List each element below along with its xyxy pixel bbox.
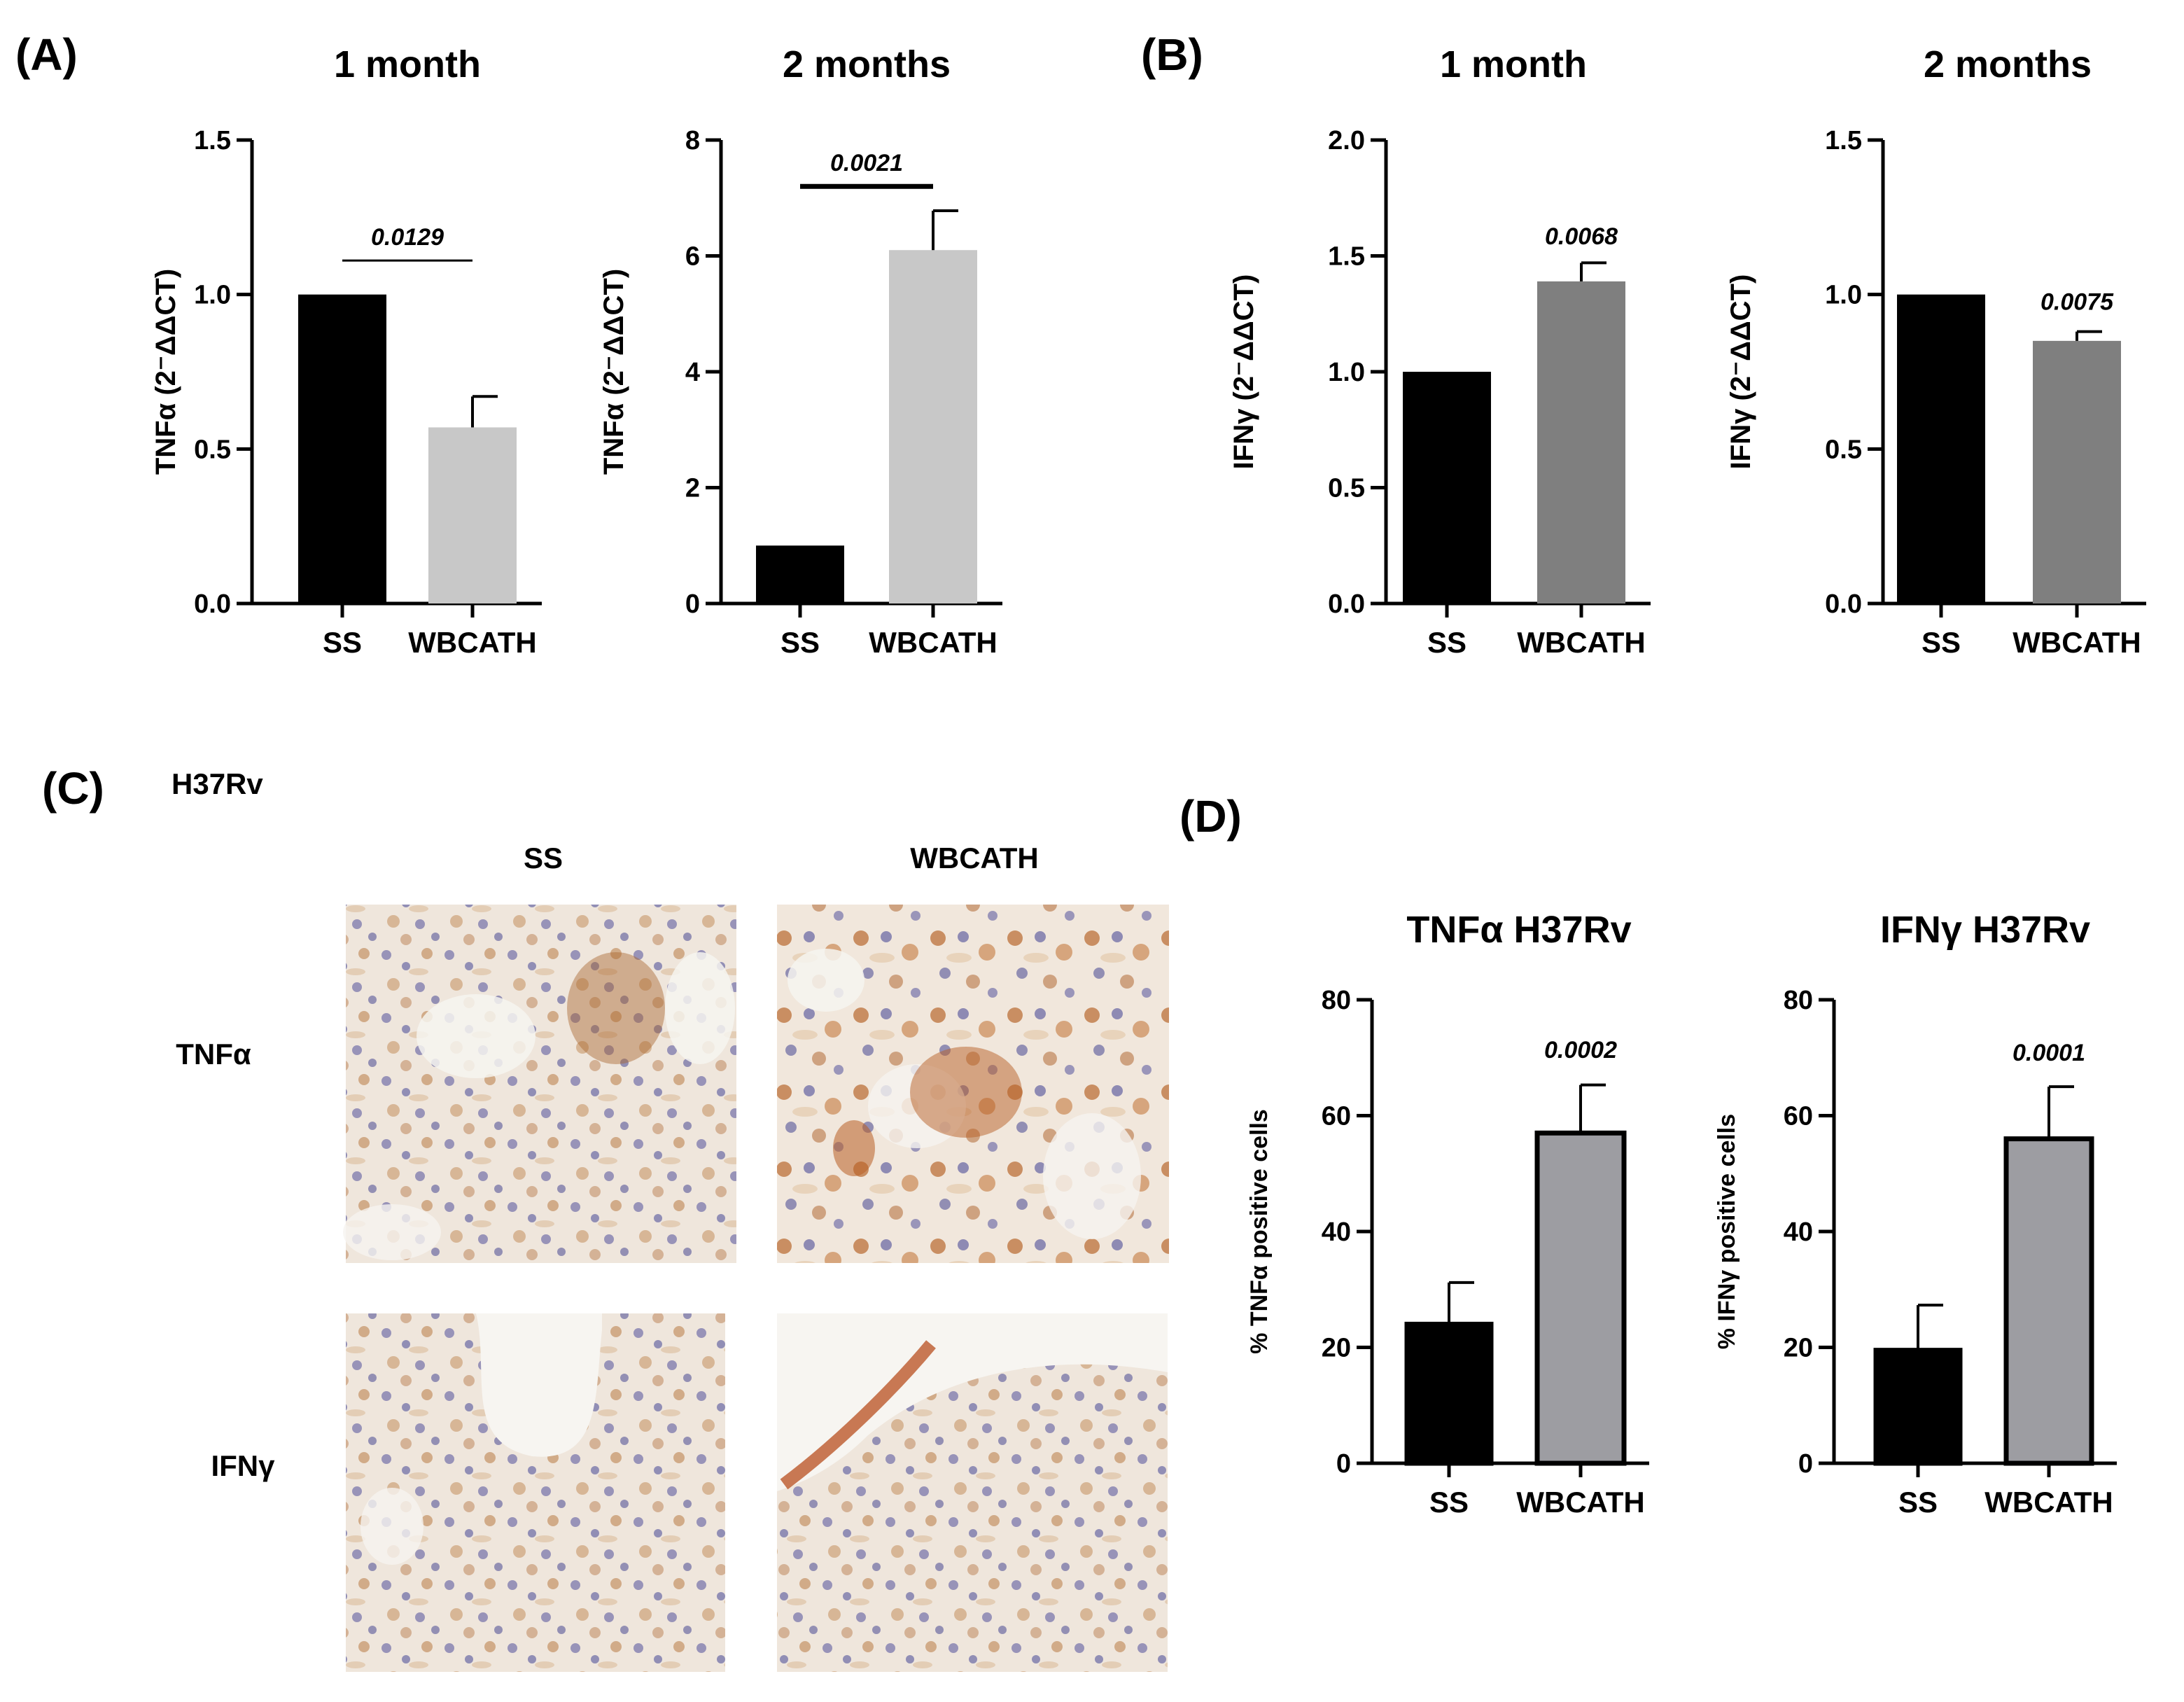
chart-d2-title: IFNγ H37Rv — [1880, 909, 2090, 951]
chart-d1-p-value: 0.0002 — [1544, 1037, 1617, 1063]
chart-a2-title: 2 months — [783, 43, 951, 85]
chart-b1-y-tick-label: 0.0 — [1328, 590, 1365, 619]
chart-b1-y-tick-label: 2.0 — [1328, 126, 1365, 155]
chart-d2-bar-wbcath — [2003, 1136, 2094, 1466]
micrograph-row-label-tnfa: TNFα — [176, 1038, 251, 1070]
chart-a2-bar-ss — [756, 545, 844, 604]
panel-c-strain: H37Rv — [172, 767, 263, 800]
chart-d2-y-tick-label: 20 — [1784, 1334, 1813, 1363]
chart-a2-bar-wbcath — [889, 250, 977, 604]
chart-d2-y-axis-label: % IFNγ positive cells — [1714, 1114, 1740, 1349]
chart-b2-y-axis-label: IFNγ (2⁻ΔΔCT) — [1726, 274, 1756, 470]
chart-b2-bar-wbcath — [2033, 340, 2121, 604]
chart-a1-title: 1 month — [334, 43, 481, 85]
chart-a1: 1 month 0.0 0.5 1.0 1.5 TNFα (2⁻ΔΔCT) SS WBCATH… — [150, 43, 542, 659]
chart-b1-y-tick-label: 0.5 — [1328, 474, 1365, 503]
chart-a1-category-label: WBCATH — [408, 626, 537, 659]
chart-a2-y-tick-label: 6 — [685, 242, 700, 272]
chart-a1-p-value: 0.0129 — [371, 224, 444, 251]
chart-d2: IFNγ H37Rv 0 20 40 60 80 % IFNγ positive cells… — [1714, 909, 2117, 1519]
chart-d1-bar-ss — [1404, 1321, 1494, 1466]
panel-label-d: (D) — [1180, 791, 1242, 842]
chart-a2-p-value: 0.0021 — [830, 150, 903, 176]
chart-a2-y-tick-label: 4 — [685, 358, 700, 387]
panel-label-b: (B) — [1141, 29, 1203, 80]
chart-b2: 2 months 0.0 0.5 1.0 1.5 IFNγ (2⁻ΔΔCT) SS WBCAT… — [1726, 43, 2146, 659]
chart-b1-title: 1 month — [1440, 43, 1587, 85]
micrograph-ss-ifng — [346, 1313, 725, 1672]
chart-b2-y-tick-label: 1.0 — [1825, 281, 1862, 310]
chart-d2-category-label: WBCATH — [1984, 1486, 2113, 1519]
micrograph-row-label-ifng: IFNγ — [211, 1449, 275, 1482]
chart-b1-category-label: SS — [1427, 626, 1466, 659]
chart-a1-y-axis-label: TNFα (2⁻ΔΔCT) — [150, 269, 181, 475]
chart-a1-y-tick-label: 0.0 — [194, 590, 231, 619]
chart-layer: 1 month 0.0 0.5 1.0 1.5 TNFα (2⁻ΔΔCT) SS WBCATH… — [150, 43, 2146, 1519]
micrograph-ss-tnfa — [343, 905, 736, 1263]
chart-b2-y-tick-label: 1.5 — [1825, 126, 1862, 155]
chart-a1-category-label: SS — [323, 626, 362, 659]
chart-d2-y-tick-label: 80 — [1784, 986, 1813, 1015]
panel-c-micrographs: SS WBCATH TNFα IFNγ — [176, 842, 1169, 1672]
chart-b2-category-label: SS — [1921, 626, 1961, 659]
chart-d2-y-tick-label: 0 — [1798, 1449, 1813, 1479]
chart-d1-bar-wbcath — [1534, 1130, 1627, 1466]
chart-a2-y-tick-label: 8 — [685, 126, 700, 155]
chart-d2-p-value: 0.0001 — [2012, 1040, 2085, 1066]
chart-b1-y-axis-label: IFNγ (2⁻ΔΔCT) — [1228, 274, 1259, 470]
micrograph-wbcath-ifng — [777, 1313, 1168, 1672]
chart-b1-y-tick-label: 1.0 — [1328, 358, 1365, 387]
chart-b2-bar-ss — [1897, 294, 1985, 604]
chart-b1-bar-ss — [1403, 372, 1491, 604]
chart-b1-category-label: WBCATH — [1517, 626, 1646, 659]
chart-d2-y-tick-label: 40 — [1784, 1218, 1813, 1247]
chart-d2-y-tick-label: 60 — [1784, 1102, 1813, 1131]
chart-a1-bar-wbcath — [428, 427, 517, 604]
chart-b2-y-tick-label: 0.0 — [1825, 590, 1862, 619]
chart-a1-y-tick-label: 1.5 — [194, 126, 231, 155]
chart-a1-y-tick-label: 0.5 — [194, 435, 231, 464]
chart-d1-y-axis-label: % TNFα positive cells — [1246, 1109, 1273, 1354]
chart-a2-category-label: WBCATH — [869, 626, 997, 659]
micrograph-wbcath-tnfa — [777, 905, 1169, 1263]
chart-a2-y-axis-label: TNFα (2⁻ΔΔCT) — [598, 269, 629, 475]
chart-b2-y-tick-label: 0.5 — [1825, 435, 1862, 464]
panel-label-c: (C) — [42, 763, 104, 814]
chart-d1-y-tick-label: 60 — [1322, 1102, 1351, 1131]
chart-a1-bar-ss — [298, 294, 386, 604]
chart-d1-y-tick-label: 0 — [1336, 1449, 1351, 1479]
chart-b1-y-tick-label: 1.5 — [1328, 242, 1365, 272]
chart-d1-y-tick-label: 40 — [1322, 1218, 1351, 1247]
chart-d1-category-label: WBCATH — [1516, 1486, 1645, 1519]
chart-b2-title: 2 months — [1924, 43, 2092, 85]
chart-b1-p-value: 0.0068 — [1545, 223, 1618, 250]
chart-b2-p-value: 0.0075 — [2040, 289, 2114, 316]
chart-a2-category-label: SS — [780, 626, 820, 659]
chart-d1-y-tick-label: 80 — [1322, 986, 1351, 1015]
chart-d1-y-tick-label: 20 — [1322, 1334, 1351, 1363]
chart-d1: TNFα H37Rv 0 20 40 60 80 % TNFα positive cells… — [1246, 909, 1649, 1519]
chart-d2-category-label: SS — [1898, 1486, 1938, 1519]
chart-a1-y-tick-label: 1.0 — [194, 281, 231, 310]
chart-b1: 1 month 0.0 0.5 1.0 1.5 2.0 IFNγ (2⁻ΔΔCT) SS WBC… — [1228, 43, 1651, 659]
chart-d1-title: TNFα H37Rv — [1406, 909, 1631, 951]
panel-label-a: (A) — [15, 29, 78, 80]
chart-d1-category-label: SS — [1429, 1486, 1469, 1519]
chart-a2: 2 months 0 2 4 6 8 TNFα (2⁻ΔΔCT) SS WBCATH 0.0021 — [598, 43, 1002, 659]
chart-b2-category-label: WBCATH — [2012, 626, 2141, 659]
chart-a2-y-tick-label: 0 — [685, 590, 700, 619]
chart-a2-y-tick-label: 2 — [685, 474, 700, 503]
chart-d2-bar-ss — [1873, 1348, 1963, 1466]
micrograph-col-label-ss: SS — [524, 842, 563, 874]
micrograph-col-label-wbcath: WBCATH — [910, 842, 1039, 874]
chart-b1-bar-wbcath — [1537, 281, 1625, 604]
